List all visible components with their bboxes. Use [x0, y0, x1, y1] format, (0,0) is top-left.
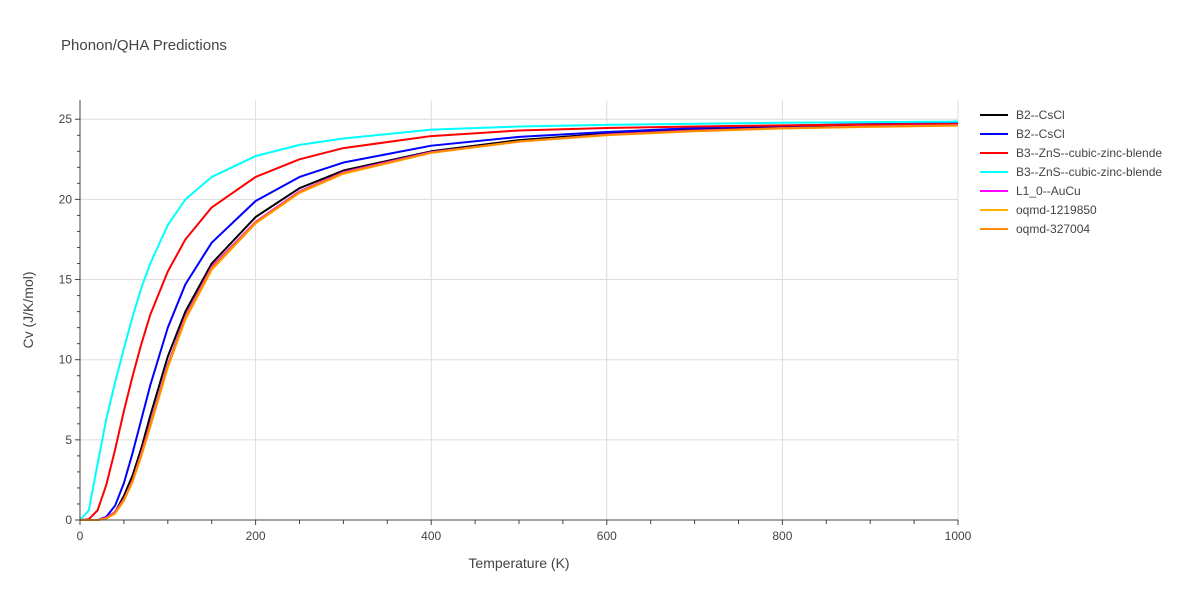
legend-label: oqmd-327004	[1016, 222, 1090, 236]
series-line-1	[80, 122, 959, 521]
legend-item-5[interactable]: L1_0--AuCu	[980, 184, 1081, 198]
legend-label: B2--CsCl	[1016, 108, 1065, 122]
legend-item-7[interactable]: oqmd-327004	[980, 222, 1090, 236]
y-tick-label: 10	[59, 353, 73, 367]
x-tick-label: 1000	[945, 529, 972, 543]
x-tick-label: 200	[246, 529, 266, 543]
series-line-5	[80, 124, 959, 521]
x-tick-label: 800	[772, 529, 792, 543]
legend-item-1[interactable]: B2--CsCl	[980, 108, 1065, 122]
x-axis-title: Temperature (K)	[468, 555, 569, 571]
y-tick-label: 5	[65, 433, 72, 447]
legend-label: B3--ZnS--cubic-zinc-blende	[1016, 146, 1162, 160]
legend-item-3[interactable]: B3--ZnS--cubic-zinc-blende	[980, 146, 1162, 160]
series-line-3	[79, 123, 959, 521]
y-tick-label: 15	[59, 273, 73, 287]
legend-label: oqmd-1219850	[1016, 203, 1097, 217]
axis-layer: 0 200 400 600 800 1000 0 5 10 15 20 25	[59, 100, 972, 543]
legend-item-6[interactable]: oqmd-1219850	[980, 203, 1097, 217]
x-tick-label: 0	[77, 529, 84, 543]
y-tick-label: 0	[65, 513, 72, 527]
legend-item-2[interactable]: B2--CsCl	[980, 127, 1065, 141]
series-line-4	[79, 120, 959, 521]
x-tick-label: 400	[421, 529, 441, 543]
chart-title: Phonon/QHA Predictions	[61, 37, 227, 54]
series-line-2	[80, 122, 959, 521]
y-axis-title: Cv (J/K/mol)	[20, 272, 36, 349]
grid-layer	[80, 100, 959, 520]
x-tick-label: 600	[597, 529, 617, 543]
y-tick-label: 20	[59, 192, 73, 206]
series-layer	[79, 120, 959, 521]
legend-label: L1_0--AuCu	[1016, 184, 1081, 198]
legend-label: B3--ZnS--cubic-zinc-blende	[1016, 165, 1162, 179]
series-line-7	[80, 124, 959, 521]
legend-label: B2--CsCl	[1016, 127, 1065, 141]
legend[interactable]: B2--CsCl B2--CsCl B3--ZnS--cubic-zinc-blen…	[980, 108, 1162, 236]
series-line-6	[80, 124, 959, 521]
legend-item-4[interactable]: B3--ZnS--cubic-zinc-blende	[980, 165, 1162, 179]
y-tick-label: 25	[59, 112, 73, 126]
